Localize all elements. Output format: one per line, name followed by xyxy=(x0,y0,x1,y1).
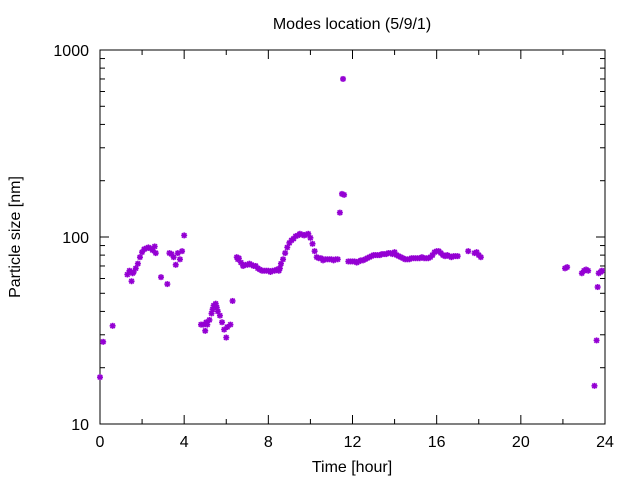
data-point xyxy=(152,250,159,257)
x-tick-label: 12 xyxy=(344,434,362,451)
data-point xyxy=(202,327,209,334)
data-point xyxy=(336,209,343,216)
data-point xyxy=(593,337,600,344)
data-point xyxy=(307,234,314,241)
data-point xyxy=(216,312,223,319)
data-point xyxy=(179,248,186,255)
data-point xyxy=(223,334,230,341)
x-axis-label: Time [hour] xyxy=(312,459,392,476)
data-point xyxy=(585,267,592,274)
plot-area-frame xyxy=(99,49,606,425)
data-point xyxy=(309,240,316,247)
data-point xyxy=(219,319,226,326)
data-point xyxy=(136,254,143,261)
data-point xyxy=(134,260,141,267)
data-point xyxy=(454,253,461,260)
x-tick-label: 20 xyxy=(512,434,530,451)
x-tick-label: 0 xyxy=(96,434,105,451)
y-tick-label: 100 xyxy=(62,230,89,247)
data-point xyxy=(204,321,211,328)
data-point xyxy=(591,382,598,389)
data-point xyxy=(172,261,179,268)
chart-title: Modes location (5/9/1) xyxy=(273,16,431,33)
x-tick-label: 8 xyxy=(264,434,273,451)
x-tick-label: 24 xyxy=(596,434,614,451)
data-point xyxy=(276,265,283,272)
data-point xyxy=(227,321,234,328)
data-point xyxy=(280,256,287,263)
data-point xyxy=(594,284,601,291)
data-point xyxy=(170,254,177,261)
data-point xyxy=(477,254,484,261)
y-tick-label: 10 xyxy=(71,417,89,434)
y-tick-label: 1000 xyxy=(53,43,89,60)
data-point xyxy=(158,274,165,281)
data-point xyxy=(465,248,472,255)
data-point xyxy=(282,250,289,257)
data-point xyxy=(151,243,158,250)
data-point xyxy=(97,374,103,381)
x-tick-label: 4 xyxy=(180,434,189,451)
y-axis-label: Particle size [nm] xyxy=(7,176,24,298)
data-point xyxy=(341,191,348,198)
data-point xyxy=(181,232,188,239)
data-point xyxy=(311,248,318,255)
data-point xyxy=(164,281,171,288)
data-point xyxy=(109,322,116,329)
data-point xyxy=(340,75,347,82)
data-point xyxy=(229,297,236,304)
data-point xyxy=(334,256,341,263)
data-point xyxy=(206,316,213,323)
data-point xyxy=(100,338,107,345)
data-point xyxy=(284,244,291,251)
data-point xyxy=(176,256,183,263)
data-point xyxy=(564,264,571,271)
data-point xyxy=(128,278,135,285)
data-point xyxy=(598,267,605,274)
data-point xyxy=(132,265,139,272)
x-tick-label: 16 xyxy=(428,434,446,451)
